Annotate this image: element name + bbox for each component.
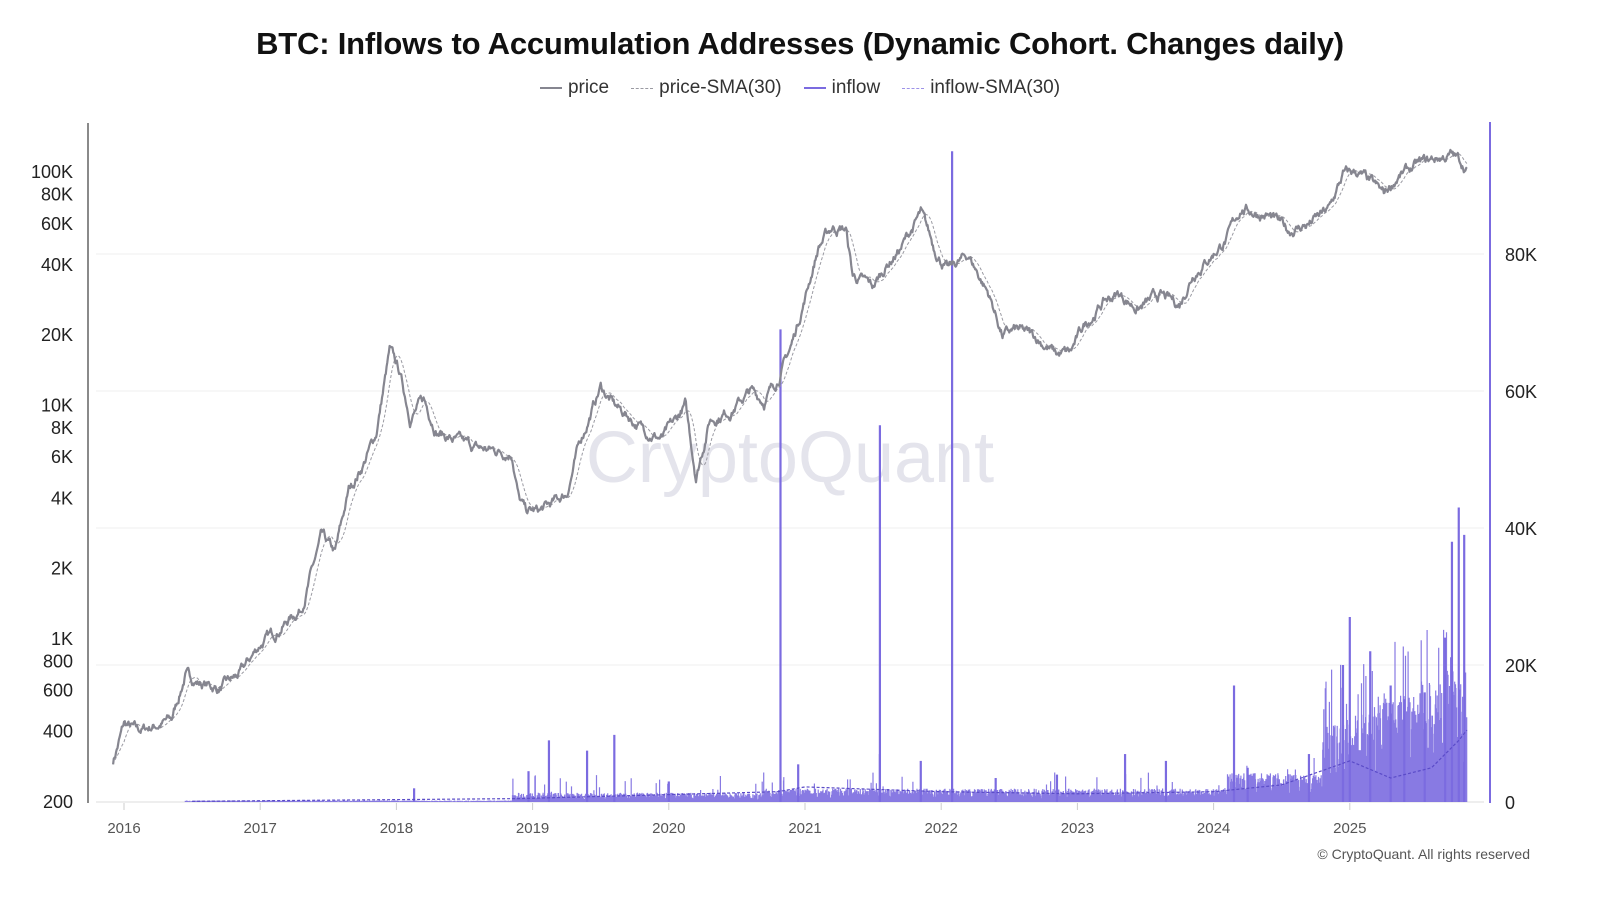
axes [87,122,1491,803]
y-left-tick-label: 400 [43,722,73,742]
legend: price price-SMA(30) inflow inflow-SMA(30… [0,77,1600,99]
y-left-tick-label: 10K [41,395,73,415]
x-tick-label: 2021 [788,820,821,837]
inflow-series [184,151,1468,802]
y-left-tick-label: 1K [51,629,73,649]
y-right-tick-label: 40K [1505,519,1537,539]
legend-item-price[interactable]: price [539,77,610,99]
y-left-tick-label: 800 [43,651,73,671]
y-left-tick-label: 4K [51,488,73,508]
x-tick-label: 2023 [1061,820,1094,837]
watermark: CryptoQuant [586,418,994,498]
y-left-tick-label: 40K [41,255,73,275]
legend-label: inflow-SMA(30) [930,77,1061,98]
x-axis-labels: 2016 2017 2018 2019 2020 2021 2022 2023 2024 2025 [107,803,1366,837]
copyright-notice: © CryptoQuant. All rights reserved [1317,846,1530,862]
dashed-line-swatch-icon [902,87,925,89]
y-left-tick-label: 8K [51,418,73,438]
legend-item-inflow-sma[interactable]: inflow-SMA(30) [902,77,1060,99]
y-right-tick-label: 0 [1505,793,1515,813]
legend-label: price-SMA(30) [659,77,782,98]
x-tick-label: 2019 [516,820,549,837]
y-left-tick-label: 60K [41,214,73,234]
x-tick-label: 2020 [652,820,685,837]
x-tick-label: 2022 [925,820,958,837]
x-tick-label: 2018 [380,820,413,837]
dashed-line-swatch-icon [631,87,654,89]
legend-item-price-sma[interactable]: price-SMA(30) [631,77,782,99]
y-right-tick-label: 80K [1505,245,1537,265]
legend-label: inflow [831,77,881,98]
y-right-tick-label: 60K [1505,382,1537,402]
y-left-tick-label: 2K [51,559,73,579]
legend-item-inflow[interactable]: inflow [803,77,881,99]
line-swatch-icon [539,87,562,89]
y-left-tick-label: 200 [43,792,73,812]
y-left-tick-label: 6K [51,447,73,467]
y-right-tick-label: 20K [1505,656,1537,676]
legend-label: price [567,77,610,98]
inflow-sma-series [192,729,1468,802]
gridlines [96,253,1484,803]
x-tick-label: 2017 [244,820,277,837]
y-left-tick-label: 20K [41,325,73,345]
chart-title: BTC: Inflows to Accumulation Addresses (… [256,26,1344,61]
right-axis-labels: 80K 60K 40K 20K 0 [1505,245,1537,813]
x-tick-label: 2025 [1333,820,1366,837]
price-sma-series [112,153,1468,765]
y-left-tick-label: 100K [31,162,73,182]
y-left-tick-label: 600 [43,681,73,701]
line-swatch-icon [803,87,826,89]
x-tick-label: 2024 [1197,820,1230,837]
x-tick-label: 2016 [107,820,140,837]
price-series [112,148,1468,765]
y-left-tick-label: 80K [41,185,73,205]
